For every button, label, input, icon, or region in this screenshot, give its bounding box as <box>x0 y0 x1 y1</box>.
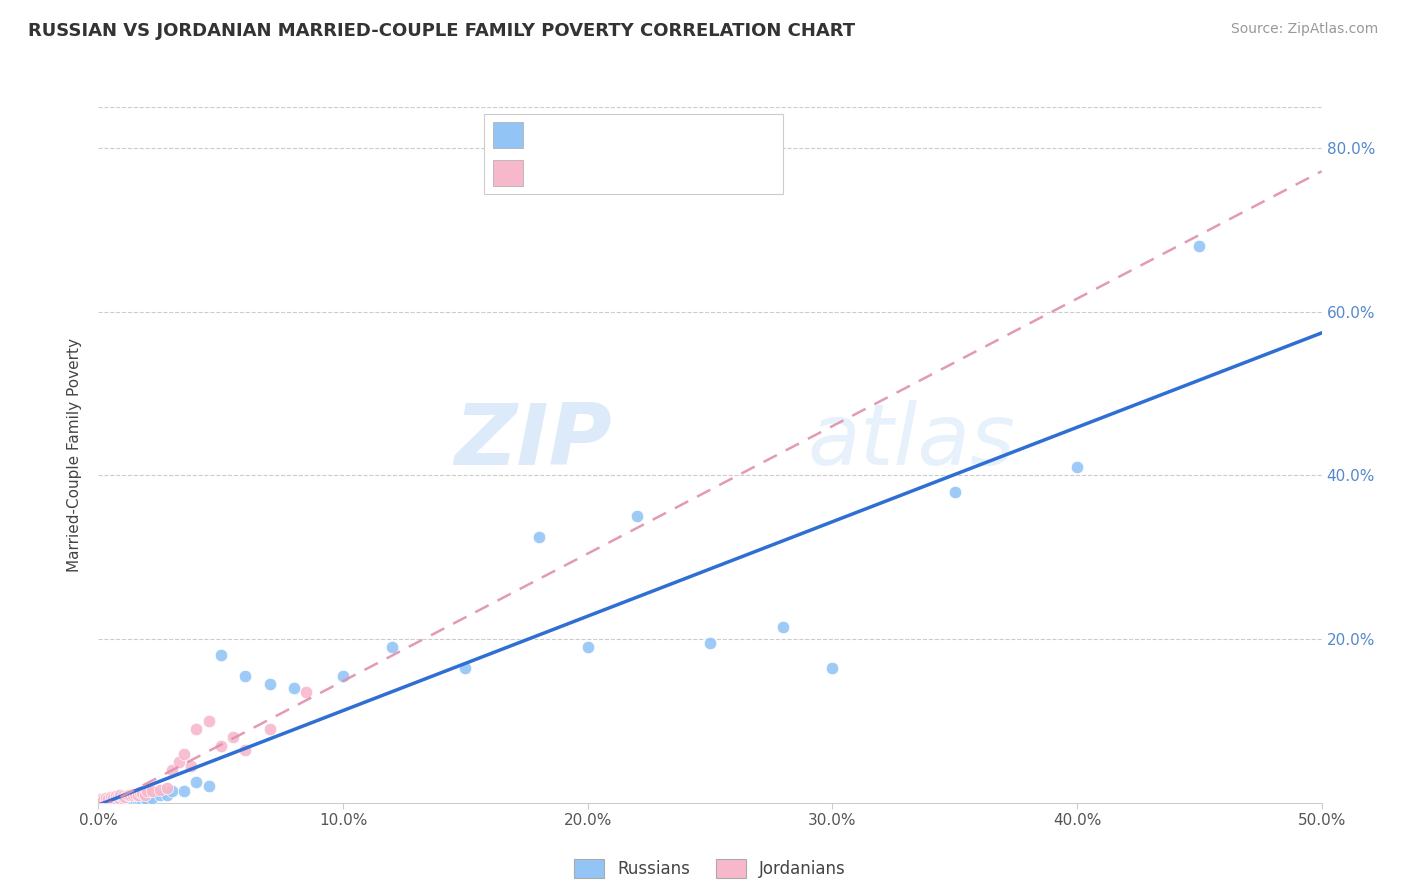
Point <box>117 788 139 802</box>
Point <box>454 661 477 675</box>
Point <box>101 790 124 805</box>
Point <box>209 739 232 753</box>
Point <box>160 783 183 797</box>
Point <box>626 509 648 524</box>
Point <box>114 790 136 805</box>
Point <box>111 790 134 805</box>
Point <box>120 793 142 807</box>
Point <box>381 640 404 655</box>
Point <box>94 793 117 807</box>
Point <box>104 794 127 808</box>
Point <box>97 796 120 810</box>
Point <box>90 796 112 810</box>
Point <box>129 785 152 799</box>
Y-axis label: Married-Couple Family Poverty: Married-Couple Family Poverty <box>67 338 83 572</box>
Point <box>104 795 127 809</box>
Point <box>136 792 159 806</box>
Point <box>104 789 127 804</box>
Point <box>121 789 143 803</box>
Point <box>197 780 219 794</box>
Point <box>107 796 129 810</box>
Text: Source: ZipAtlas.com: Source: ZipAtlas.com <box>1230 22 1378 37</box>
Point <box>110 789 132 803</box>
Point <box>91 796 114 810</box>
Point <box>259 722 281 736</box>
Point <box>141 790 163 805</box>
Point <box>97 791 120 805</box>
Point <box>107 792 129 806</box>
Point <box>149 782 172 797</box>
Point <box>173 783 195 797</box>
Point <box>131 786 153 800</box>
Point <box>180 759 202 773</box>
Point <box>141 784 163 798</box>
Point <box>167 755 190 769</box>
Point <box>134 789 156 803</box>
Point <box>124 791 146 805</box>
Point <box>134 791 156 805</box>
Point <box>121 792 143 806</box>
Point <box>117 791 139 805</box>
Point <box>94 794 117 808</box>
Point <box>186 722 208 736</box>
Point <box>233 669 256 683</box>
Point <box>127 793 149 807</box>
Point <box>1188 239 1211 253</box>
Point <box>943 484 966 499</box>
Point <box>772 620 794 634</box>
Point <box>127 788 149 802</box>
Point <box>100 794 122 808</box>
Text: atlas: atlas <box>808 400 1017 483</box>
Point <box>110 796 132 810</box>
Point <box>101 793 124 807</box>
Point <box>114 796 136 810</box>
Point <box>107 790 129 805</box>
Legend: Russians, Jordanians: Russians, Jordanians <box>568 853 852 885</box>
Point <box>233 742 256 756</box>
Point <box>156 788 179 802</box>
Point <box>136 783 159 797</box>
Point <box>259 677 281 691</box>
Point <box>197 714 219 728</box>
Point <box>120 789 142 803</box>
Point <box>100 795 122 809</box>
Text: ZIP: ZIP <box>454 400 612 483</box>
Point <box>101 796 124 810</box>
Point <box>111 795 134 809</box>
Point <box>110 794 132 808</box>
Point <box>97 795 120 809</box>
Point <box>186 775 208 789</box>
Point <box>111 789 134 804</box>
Point <box>149 788 172 802</box>
Point <box>100 790 122 805</box>
Point <box>283 681 305 696</box>
Point <box>156 780 179 795</box>
Point <box>100 792 122 806</box>
Point <box>129 792 152 806</box>
Point <box>131 793 153 807</box>
Point <box>94 790 117 805</box>
Point <box>332 669 354 683</box>
Point <box>107 795 129 809</box>
Point <box>111 794 134 808</box>
Text: RUSSIAN VS JORDANIAN MARRIED-COUPLE FAMILY POVERTY CORRELATION CHART: RUSSIAN VS JORDANIAN MARRIED-COUPLE FAMI… <box>28 22 855 40</box>
Point <box>699 636 721 650</box>
Point <box>160 763 183 777</box>
Point <box>821 661 844 675</box>
Point <box>295 685 318 699</box>
Point <box>91 792 114 806</box>
Point <box>104 791 127 805</box>
Point <box>209 648 232 663</box>
Point <box>222 731 245 745</box>
Point <box>527 530 550 544</box>
Point <box>124 787 146 801</box>
Point <box>114 795 136 809</box>
Point <box>173 747 195 761</box>
Point <box>94 795 117 809</box>
Point <box>1066 460 1088 475</box>
Point <box>90 791 112 805</box>
Point <box>101 795 124 809</box>
Point <box>110 791 132 805</box>
Point <box>576 640 599 655</box>
